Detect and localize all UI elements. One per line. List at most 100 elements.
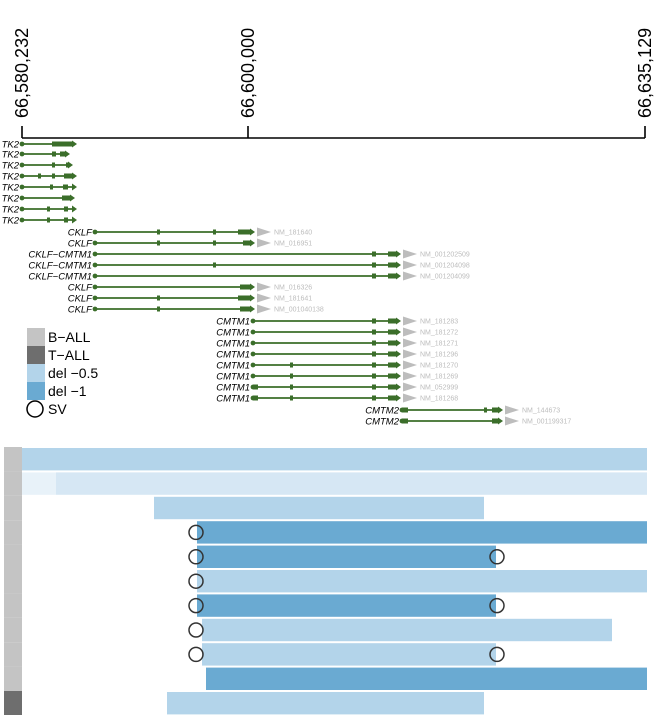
transcript-start-dot (92, 251, 98, 257)
sample-type-cell (4, 447, 22, 472)
gene-name: CMTM1 (216, 338, 250, 349)
transcript-exon (157, 306, 160, 312)
transcript-row: CKLF NM_181640 (68, 227, 313, 238)
transcript-start-dot (19, 141, 25, 147)
accession-arrow-icon (257, 293, 271, 303)
accession-arrow-icon (403, 393, 417, 403)
accession-label: NM_001204099 (420, 274, 470, 281)
gene-name: CMTM1 (216, 371, 250, 382)
strand-arrow-icon (396, 339, 401, 347)
accession-arrow-icon (257, 282, 271, 292)
transcript-start-dot (399, 418, 405, 424)
transcript-start-dot (250, 318, 256, 324)
strand-arrow-icon (72, 205, 77, 213)
transcript-exon (388, 251, 396, 257)
sv-circle-icon (489, 549, 505, 565)
transcript-row: CKLF NM_181641 (68, 293, 313, 304)
accession-label: NM_016326 (274, 285, 312, 292)
strand-arrow-icon (396, 250, 401, 258)
strand-arrow-icon (65, 150, 70, 158)
strand-arrow-icon (396, 272, 401, 280)
gene-name: TK2 (2, 160, 20, 171)
gene-name: TK2 (2, 139, 20, 150)
accession-label: NM_181641 (274, 296, 312, 303)
transcript-exon (388, 329, 396, 335)
transcript-start-dot (250, 384, 256, 390)
gene-name: CKLF (68, 238, 93, 249)
transcript-exon (372, 373, 376, 379)
transcript-exon (157, 229, 160, 235)
transcript-start-dot (19, 195, 25, 201)
deletion-bar (22, 448, 647, 471)
transcript-exon (372, 273, 376, 279)
transcript-row: CKLF−CMTM1 NM_001202509 (28, 249, 470, 260)
legend-label: del −1 (48, 383, 87, 399)
transcript-exon (213, 262, 216, 268)
deletion-bar (197, 545, 496, 568)
gene-name: CKLF−CMTM1 (28, 260, 92, 271)
transcript-start-dot (92, 273, 98, 279)
strand-arrow-icon (250, 305, 255, 313)
sv-circle-icon (26, 400, 44, 418)
transcript-exon (388, 262, 396, 268)
transcript-exon (290, 373, 293, 379)
sv-circle-icon (188, 597, 204, 614)
legend-item: del −1 (27, 382, 87, 400)
transcript-exon (388, 340, 396, 346)
transcript-row: CKLF−CMTM1 NM_001204098 (28, 260, 470, 271)
transcript-exon (157, 295, 160, 301)
accession-arrow-icon (403, 338, 417, 348)
transcript-exon (63, 184, 68, 190)
accession-arrow-icon (403, 249, 417, 259)
transcript-row: CMTM1 NM_181271 (216, 338, 458, 349)
sv-circle-icon (188, 573, 204, 589)
accession-arrow-icon (403, 371, 417, 381)
legend-item: del −0.5 (27, 364, 98, 382)
transcript-start-dot (92, 284, 98, 290)
legend-swatch (27, 382, 45, 400)
strand-arrow-icon (396, 383, 401, 391)
gene-name: CMTM1 (216, 349, 250, 360)
transcript-exon (240, 306, 250, 312)
transcript-exon (372, 340, 376, 346)
transcript-exon (372, 329, 376, 335)
strand-arrow-icon (72, 140, 77, 148)
transcript-row: CMTM1 NM_181272 (216, 327, 458, 338)
accession-label: NM_052999 (420, 385, 458, 392)
transcript-row: CKLF NM_016326 (68, 282, 313, 293)
transcript-exon (372, 251, 376, 257)
transcript-row: CKLF−CMTM1 NM_001204099 (28, 271, 470, 282)
accession-arrow-icon (505, 416, 519, 426)
transcript-exon (402, 407, 408, 413)
transcript-exon (52, 141, 72, 147)
sample-row (4, 666, 647, 691)
transcript-row: CMTM1 NM_181296 (216, 349, 458, 360)
strand-arrow-icon (396, 261, 401, 269)
accession-arrow-icon (505, 405, 519, 415)
transcript-start-dot (92, 295, 98, 301)
sample-row (4, 471, 647, 496)
transcript-exon (388, 395, 396, 401)
genomic-axis: 66,580,232 66,600,000 66,635,129 (12, 28, 655, 139)
transcript-row: TK2 (2, 160, 73, 171)
sv-circle-icon (188, 549, 204, 565)
legend-swatch (27, 364, 45, 382)
sample-type-cell (4, 617, 22, 643)
deletion-bar (154, 496, 484, 520)
legend-item: T−ALL (27, 346, 90, 364)
legend-label: B−ALL (48, 329, 91, 345)
deletion-bar (206, 667, 647, 690)
transcript-exon (290, 395, 293, 401)
strand-arrow-icon (498, 417, 503, 425)
axis-tick-label: 66,600,000 (238, 28, 258, 118)
legend-swatch (27, 328, 45, 346)
sample-type-cell (4, 569, 22, 594)
accession-label: NM_001040138 (274, 307, 324, 314)
transcript-exon (64, 206, 68, 212)
transcript-exon (64, 173, 72, 179)
sample-row (4, 593, 505, 618)
deletion-bar (202, 643, 496, 666)
gene-name: TK2 (2, 204, 20, 215)
transcript-exon (402, 418, 408, 424)
